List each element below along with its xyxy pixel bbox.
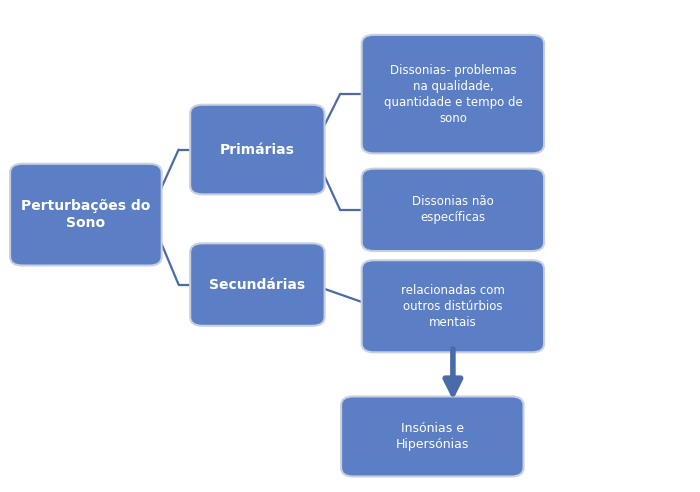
Text: Secundárias: Secundárias — [209, 277, 305, 292]
FancyBboxPatch shape — [362, 169, 544, 251]
Text: Dissonias não
específicas: Dissonias não específicas — [412, 195, 493, 224]
Text: Insónias e
Hipersónias: Insónias e Hipersónias — [395, 422, 469, 451]
FancyBboxPatch shape — [362, 260, 544, 352]
FancyBboxPatch shape — [190, 105, 325, 194]
Text: relacionadas com
outros distúrbios
mentais: relacionadas com outros distúrbios menta… — [401, 284, 505, 329]
FancyBboxPatch shape — [190, 244, 325, 326]
FancyBboxPatch shape — [362, 35, 544, 154]
Text: Perturbações do
Sono: Perturbações do Sono — [21, 199, 150, 230]
FancyBboxPatch shape — [341, 397, 524, 476]
Text: Primárias: Primárias — [220, 143, 295, 156]
Text: Dissonias- problemas
na qualidade,
quantidade e tempo de
sono: Dissonias- problemas na qualidade, quant… — [384, 63, 522, 124]
FancyBboxPatch shape — [10, 164, 162, 266]
